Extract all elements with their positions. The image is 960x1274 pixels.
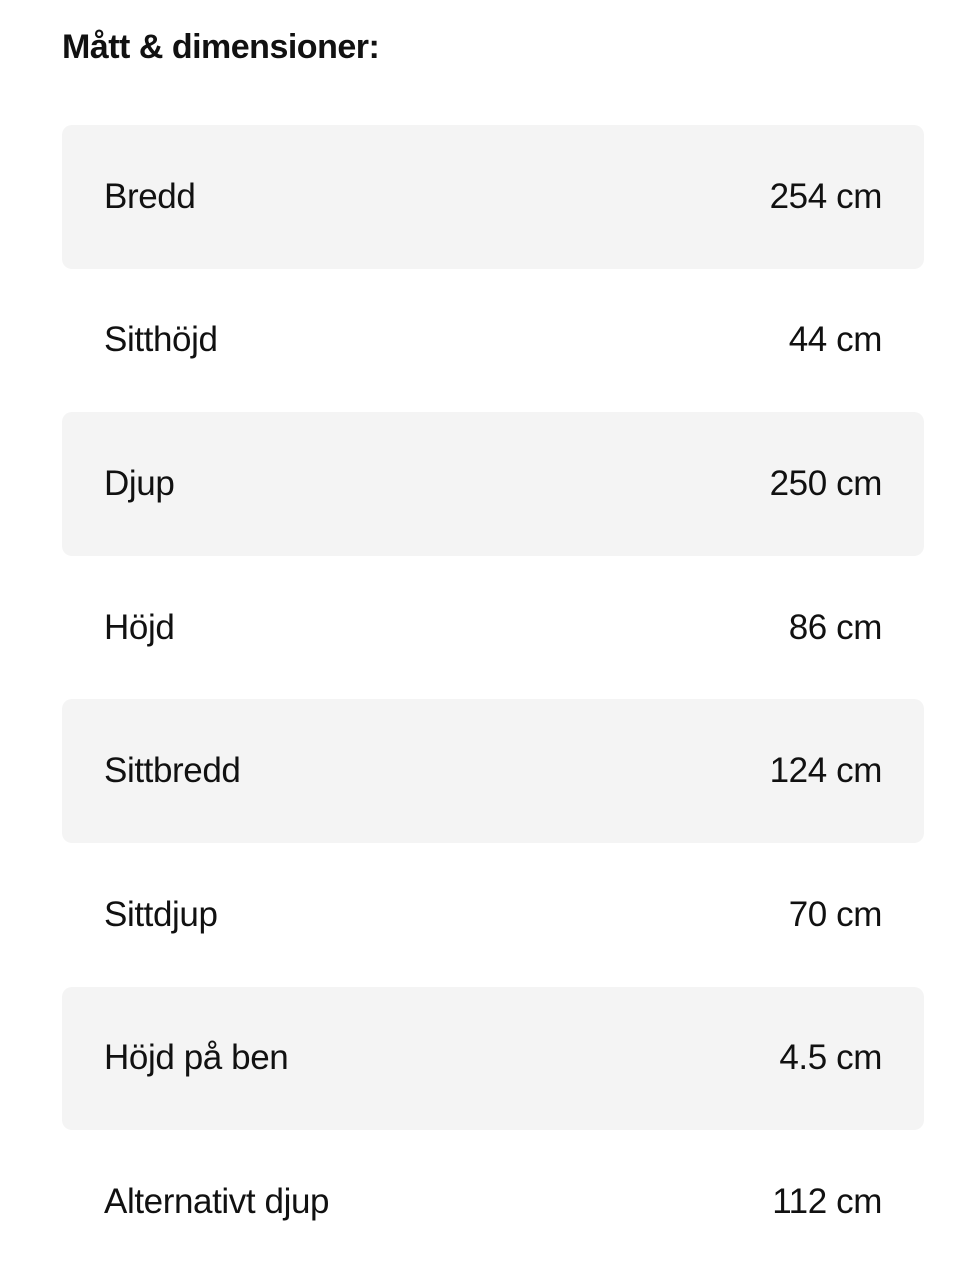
dimension-value: 250 cm [769,463,883,503]
dimension-label: Höjd på ben [104,1038,289,1078]
dimension-label: Bredd [104,176,196,216]
dimensions-table: Bredd 254 cm Sitthöjd 44 cm Djup 250 cm Höj… [62,125,924,1274]
dimension-label: Höjd [104,607,175,647]
dimension-row: Alternativt djup 112 cm [62,1130,924,1274]
dimension-row: Höjd 86 cm [62,556,924,700]
dimension-row: Sitthöjd 44 cm [62,269,924,413]
dimension-row: Bredd 254 cm [62,125,924,269]
dimension-value: 86 cm [788,607,883,647]
dimension-label: Sitthöjd [104,320,218,360]
dimension-label: Sittdjup [104,894,218,934]
section-title: Mått & dimensioner: [62,28,380,66]
dimension-label: Sittbredd [104,751,241,791]
dimension-value: 44 cm [788,320,883,360]
dimension-label: Djup [104,463,175,503]
dimension-value: 4.5 cm [779,1038,882,1078]
dimension-value: 124 cm [769,751,883,791]
dimension-row: Höjd på ben 4.5 cm [62,986,924,1131]
dimension-label: Alternativt djup [104,1181,330,1221]
dimension-row: Sittbredd 124 cm [62,699,924,843]
dimension-value: 254 cm [769,176,883,216]
dimension-row: Sittdjup 70 cm [62,843,924,987]
dimension-row: Djup 250 cm [62,412,924,556]
dimension-value: 70 cm [788,894,883,934]
dimension-value: 112 cm [772,1181,882,1221]
